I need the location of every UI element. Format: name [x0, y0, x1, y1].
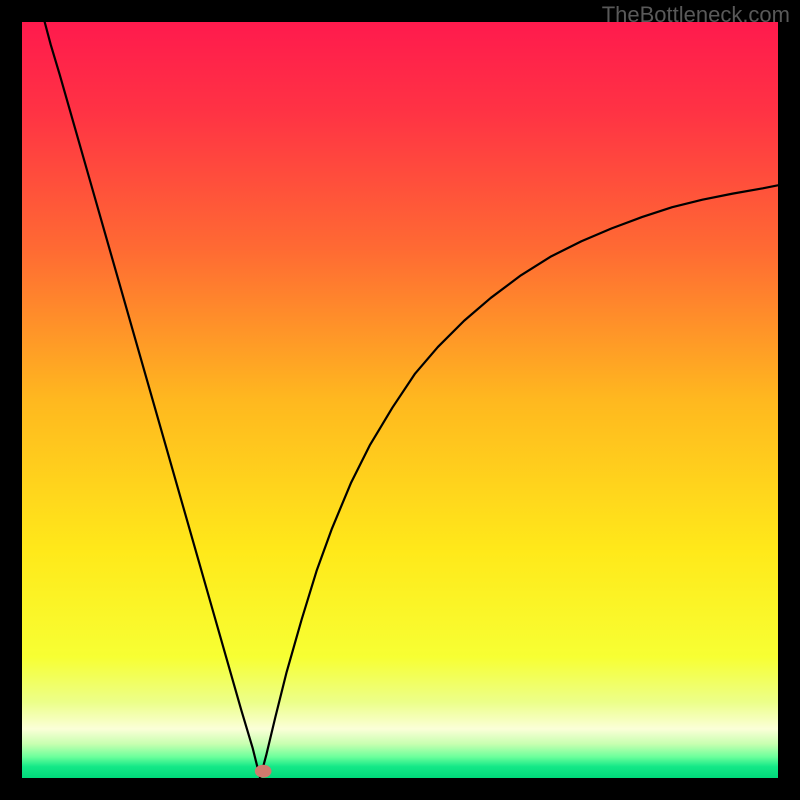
optimal-point-marker [255, 765, 272, 778]
bottleneck-chart [0, 0, 800, 800]
gradient-background [22, 22, 778, 778]
watermark-text: TheBottleneck.com [602, 2, 790, 28]
chart-frame: TheBottleneck.com [0, 0, 800, 800]
